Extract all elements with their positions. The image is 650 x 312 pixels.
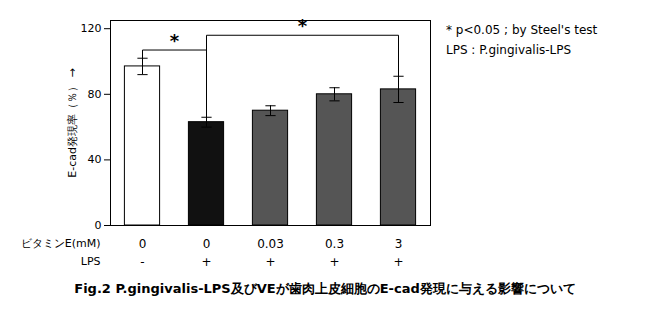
html-text:Fig.2 P.gingivalis-LPS及びVEが歯肉上: Fig.2 P.gingivalis-LPS及びVEが歯肉上皮細胞のE-cad発… xyxy=(74,281,576,296)
svg-text:0.03: 0.03 xyxy=(257,237,284,251)
svg-text:80: 80 xyxy=(88,88,102,101)
svg-text:*: * xyxy=(170,30,180,51)
svg-text:*: * xyxy=(298,15,308,36)
html-text:* p<0.05 ; by Steel's test: * p<0.05 ; by Steel's test xyxy=(446,23,598,37)
svg-text:0: 0 xyxy=(95,219,102,232)
svg-text:LPS: LPS xyxy=(81,255,101,268)
svg-text:3: 3 xyxy=(395,237,403,251)
svg-text:40: 40 xyxy=(88,153,102,166)
html-text:LPS : P.gingivalis-LPS: LPS : P.gingivalis-LPS xyxy=(446,43,572,57)
svg-text:0.3: 0.3 xyxy=(325,237,344,251)
svg-text:120: 120 xyxy=(81,22,102,35)
svg-text:E-cad発現率（％） →: E-cad発現率（％） → xyxy=(66,68,79,177)
svg-text:0: 0 xyxy=(203,237,211,251)
svg-text:+: + xyxy=(201,255,211,269)
svg-text:0: 0 xyxy=(139,237,147,251)
svg-text:+: + xyxy=(393,255,403,269)
svg-text:+: + xyxy=(265,255,275,269)
svg-text:-: - xyxy=(140,255,144,269)
svg-text:ビタミンE(mM): ビタミンE(mM) xyxy=(21,237,101,250)
svg-text:+: + xyxy=(329,255,339,269)
